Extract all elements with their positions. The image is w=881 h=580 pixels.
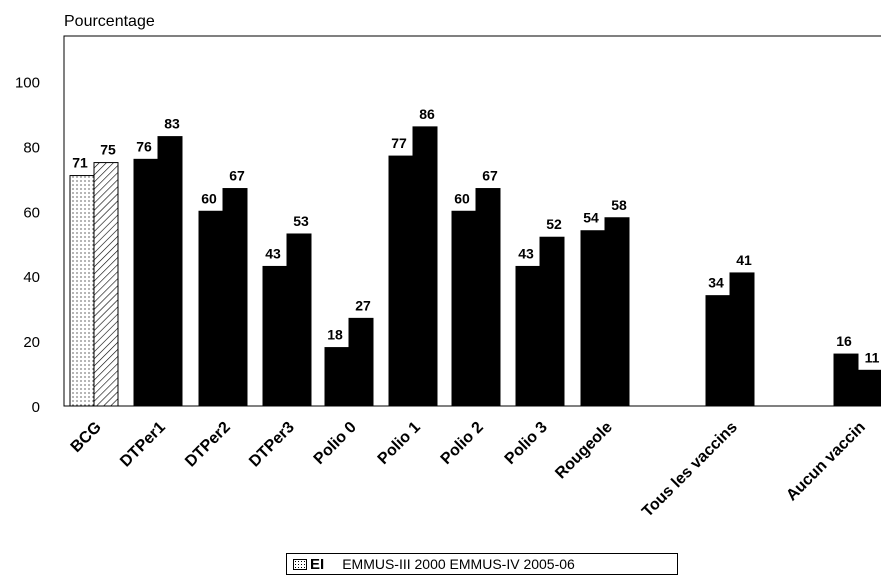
- y-tick-label: 20: [23, 334, 40, 351]
- bar: [857, 369, 881, 407]
- bar: [222, 188, 248, 407]
- bar: [198, 210, 224, 407]
- y-tick-label: 0: [32, 399, 40, 416]
- bar: [388, 155, 414, 407]
- bar: [580, 230, 606, 407]
- bar: [515, 265, 541, 407]
- legend-swatch-dotted: [293, 558, 307, 570]
- value-label: 60: [201, 190, 217, 206]
- value-label: 86: [419, 106, 435, 122]
- value-label: 11: [865, 349, 880, 365]
- bar: [157, 136, 183, 407]
- value-label: 53: [293, 213, 309, 229]
- bar: [604, 217, 630, 407]
- value-label: 67: [229, 168, 245, 184]
- x-tick-label: Rougeole: [552, 419, 616, 483]
- bar: [348, 317, 374, 407]
- value-label: 54: [583, 210, 599, 226]
- x-tick-label: BCG: [68, 419, 105, 456]
- value-label: 41: [736, 252, 752, 268]
- value-label: 76: [136, 138, 152, 154]
- x-tick-label: DTPer2: [182, 419, 234, 471]
- y-tick-labels: 0 20 40 60 80 100: [15, 74, 40, 416]
- x-tick-label: DTPer1: [117, 419, 169, 471]
- bar: [475, 188, 501, 407]
- bar: [833, 353, 859, 407]
- value-label: 18: [327, 327, 343, 343]
- value-label: 67: [482, 168, 498, 184]
- y-axis-title: Pourcentage: [64, 13, 155, 30]
- value-label: 27: [355, 297, 371, 313]
- x-tick-label: Aucun vaccin: [783, 419, 869, 505]
- bar: [262, 265, 288, 407]
- legend: EI EMMUS-III 2000 EMMUS-IV 2005-06: [286, 553, 678, 575]
- x-tick-label: Polio 0: [311, 419, 360, 468]
- bars: [69, 126, 881, 407]
- value-label: 58: [611, 197, 627, 213]
- y-tick-label: 80: [23, 139, 40, 156]
- y-tick-label: 40: [23, 269, 40, 286]
- value-label: 52: [546, 216, 562, 232]
- value-labels: 71 75 76 83 60 67 43 53 18 27 77 86 60 67 43 52 54 58 34 41…: [72, 106, 879, 365]
- y-tick-label: 60: [23, 204, 40, 221]
- bar: [451, 210, 477, 407]
- bar: [705, 295, 731, 407]
- x-tick-label: Tous les vaccins: [639, 419, 741, 521]
- y-tick-label: 100: [15, 74, 40, 91]
- value-label: 77: [391, 135, 407, 151]
- value-label: 71: [72, 155, 88, 171]
- bar: [412, 126, 438, 407]
- value-label: 34: [708, 275, 724, 291]
- value-label: 60: [454, 190, 470, 206]
- bar: [93, 162, 119, 407]
- legend-truncated-label: EI: [310, 555, 325, 573]
- x-tick-label: Polio 3: [502, 419, 551, 468]
- value-label: 75: [100, 142, 116, 158]
- x-tick-label: DTPer3: [246, 419, 298, 471]
- value-label: 43: [518, 245, 534, 261]
- bar: [539, 236, 565, 407]
- value-label: 16: [836, 333, 852, 349]
- value-label: 83: [164, 116, 180, 132]
- bar: [133, 158, 159, 407]
- x-tick-labels: BCG DTPer1 DTPer2 DTPer3 Polio 0 Polio 1 Polio…: [68, 419, 869, 521]
- value-label: 43: [265, 245, 281, 261]
- bar: [729, 272, 755, 407]
- bar: [286, 233, 312, 407]
- x-tick-label: Polio 2: [438, 419, 487, 468]
- bar: [324, 347, 350, 407]
- bar: [69, 175, 95, 407]
- x-tick-label: Polio 1: [375, 419, 424, 468]
- legend-label: EMMUS-III 2000 EMMUS-IV 2005-06: [342, 556, 575, 572]
